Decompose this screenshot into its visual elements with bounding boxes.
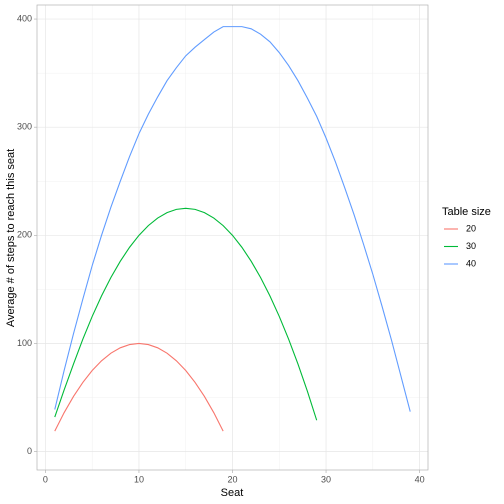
y-tick-label: 100 (17, 338, 32, 348)
x-axis-title: Seat (221, 487, 244, 499)
legend-label: 20 (466, 223, 476, 233)
legend-label: 40 (466, 258, 476, 268)
y-tick-label: 200 (17, 230, 32, 240)
x-tick-label: 10 (134, 474, 144, 484)
legend-label: 30 (466, 241, 476, 251)
line-series (54, 342, 224, 432)
y-tick-label: 0 (27, 446, 32, 456)
x-tick-label: 40 (415, 474, 425, 484)
panel-border (36, 4, 429, 471)
x-tick-label: 30 (321, 474, 331, 484)
y-tick-label: 400 (17, 13, 32, 23)
grid (37, 5, 428, 470)
line-series (54, 207, 318, 421)
y-axis-title: Average # of steps to reach this seat (5, 149, 17, 327)
x-tick-label: 20 (227, 474, 237, 484)
x-tick-label: 0 (43, 474, 48, 484)
legend-title: Table size (442, 206, 491, 218)
line-series (54, 26, 411, 412)
y-tick-label: 300 (17, 122, 32, 132)
